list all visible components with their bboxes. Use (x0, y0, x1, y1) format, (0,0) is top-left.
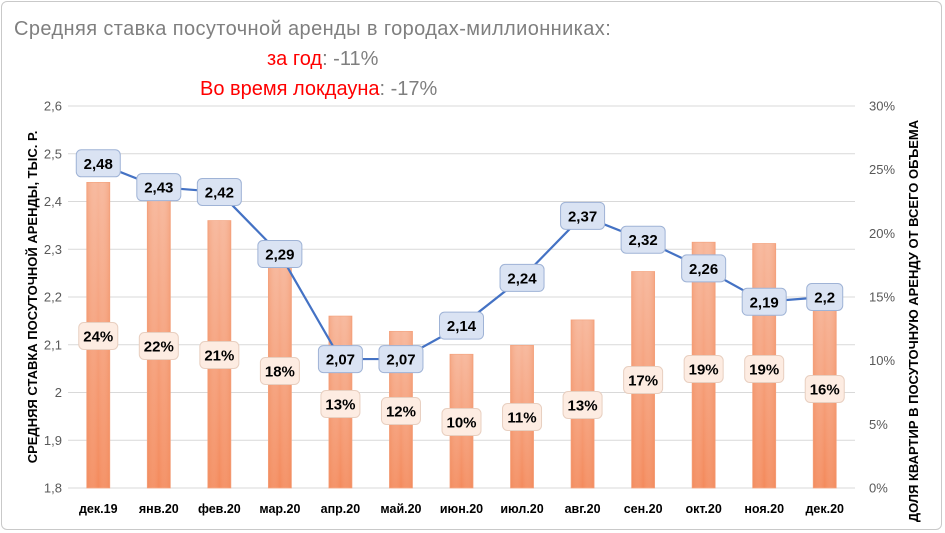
x-tick-label: мар.20 (259, 502, 300, 516)
bar-label: 11% (507, 410, 536, 427)
point-label-box (257, 240, 303, 269)
lockdown-change-label: Во время локдауна (200, 78, 380, 100)
bar-label-box (804, 375, 845, 403)
x-tick-label: май.20 (380, 502, 421, 516)
bar-label: 24% (83, 329, 113, 346)
x-tick-label: ноя.20 (744, 502, 784, 516)
bar-label: 18% (265, 364, 295, 381)
bar-label-box (199, 341, 240, 369)
y-left-tick: 2,3 (44, 242, 62, 257)
x-tick-label: дек.20 (805, 502, 844, 516)
bar-label-box (502, 403, 543, 431)
point-label-box (499, 263, 545, 292)
bar-label-box (138, 332, 179, 360)
point-label: 2,43 (144, 180, 173, 197)
lockdown-change-value: : -17% (379, 78, 438, 100)
bar-label: 13% (325, 397, 355, 414)
x-tick-label: дек.19 (79, 502, 118, 516)
point-label-box (136, 173, 182, 202)
bar-label: 16% (810, 382, 840, 399)
yearly-change-label: за год (267, 48, 323, 70)
point-label-box (806, 283, 844, 311)
bar-label: 10% (446, 415, 476, 432)
lockdown-change: Во время локдауна: -17% (200, 78, 437, 101)
bar-label-box (623, 366, 664, 394)
x-tick-label: фев.20 (198, 502, 241, 516)
point-label: 2,07 (386, 352, 415, 369)
point-label-box (681, 254, 727, 283)
point-label-box (75, 149, 121, 178)
bar-labels: 24% 22% 21% 18% 13% 12% 10% 11% 13% 17% 19% 19% 16% (78, 322, 845, 436)
y-right-tick: 25% (869, 162, 895, 177)
x-tick-label: авг.20 (565, 502, 601, 516)
bar-label-box (259, 357, 300, 385)
point-label: 2,29 (265, 247, 294, 264)
point-labels: 2,48 2,43 2,42 2,29 2,07 2,07 2,14 2,24 2,37 2,32… (75, 149, 844, 374)
x-tick-label: апр.20 (321, 502, 361, 516)
point-label-box (378, 345, 424, 374)
point-label: 2,42 (205, 184, 234, 201)
point-label-box (196, 177, 242, 206)
bar-label: 19% (749, 362, 779, 379)
bar-label: 21% (204, 348, 234, 365)
bar-label: 13% (568, 398, 598, 415)
bar-label-box (78, 322, 119, 350)
y-right-tick: 0% (869, 481, 888, 496)
y-right-tick: 30% (869, 99, 895, 114)
y-right-tick: 5% (869, 417, 888, 432)
point-label: 2,26 (689, 261, 718, 278)
point-label-box (560, 201, 606, 230)
point-label: 2,24 (507, 270, 537, 287)
bar-label-box (380, 397, 421, 425)
point-label: 2,14 (447, 318, 477, 335)
point-label: 2,07 (326, 352, 355, 369)
bar-label: 19% (689, 362, 719, 379)
y-left-tick: 1,9 (44, 433, 62, 448)
y-left-tick: 2,5 (44, 146, 62, 161)
y-right-tick: 20% (869, 226, 895, 241)
x-tick-label: окт.20 (686, 502, 722, 516)
point-label-box (620, 225, 666, 254)
bar-label: 12% (386, 404, 416, 421)
bar-label-box (683, 355, 724, 383)
bar-label-box (320, 390, 361, 418)
bar-label-box (744, 355, 785, 383)
bar-label: 17% (628, 373, 658, 390)
x-tick-label: июн.20 (440, 502, 483, 516)
bar-label-box (441, 408, 482, 436)
point-label-box (317, 345, 363, 374)
y-left-tick: 2,1 (44, 337, 62, 352)
point-label: 2,19 (750, 294, 779, 311)
bar-label: 22% (144, 339, 174, 356)
y-left-tick: 2,6 (44, 99, 62, 114)
y-left-tick: 1,8 (44, 481, 62, 496)
x-tick-label: сен.20 (624, 502, 663, 516)
yearly-change: за год: -11% (267, 48, 378, 71)
y-left-tick: 2,4 (44, 194, 62, 209)
y-right-tick: 15% (869, 290, 895, 305)
point-label: 2,48 (84, 156, 113, 173)
x-tick-label: июл.20 (500, 502, 543, 516)
x-tick-label: янв.20 (139, 502, 179, 516)
axes: 1,8 1,9 2 2,1 2,2 2,3 2,4 2,5 2,6 0% 5% 10% 15% 20% 25… (25, 99, 921, 523)
point-label: 2,32 (629, 232, 658, 249)
point-label: 2,37 (568, 208, 597, 225)
chart-title: Средняя ставка посуточной аренды в город… (14, 18, 612, 40)
y-left-tick: 2,2 (44, 290, 62, 305)
bar-label-box (562, 391, 603, 419)
point-label: 2,2 (814, 290, 835, 307)
y-left-tick: 2 (55, 385, 62, 400)
y-right-tick: 10% (869, 353, 895, 368)
yearly-change-value: : -11% (322, 48, 379, 70)
y-left-axis-title: СРЕДНЯЯ СТАВКА ПОСУТОЧНОЙ АРЕНДЫ, ТЫС. Р… (25, 131, 40, 464)
point-label-box (741, 287, 787, 316)
point-label-box (439, 311, 484, 340)
y-right-axis-title: ДОЛЯ КВАРТИР В ПОСУТОЧНУЮ АРЕНДУ ОТ ВСЕГ… (906, 119, 921, 522)
